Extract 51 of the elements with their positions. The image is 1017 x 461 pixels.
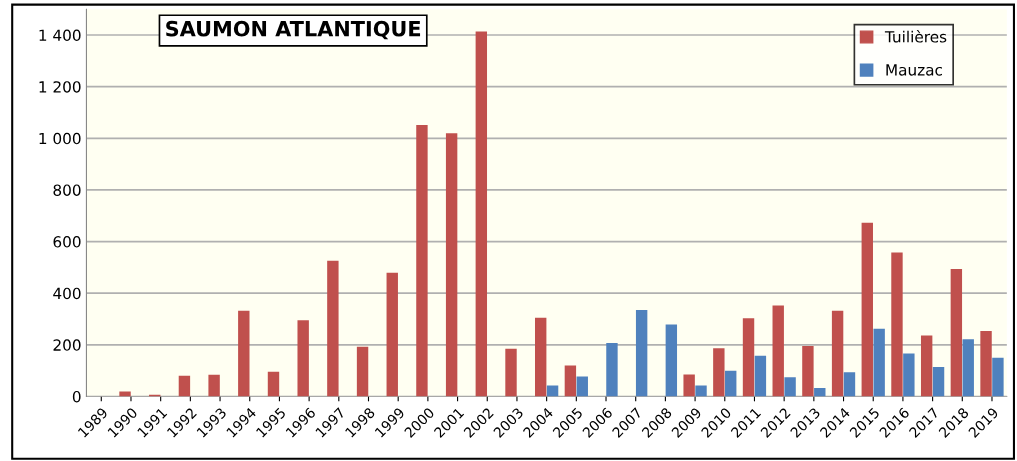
bar	[208, 374, 220, 397]
bar	[980, 330, 992, 397]
y-tick-label: 800	[53, 184, 81, 196]
text: SAUMON ATLANTIQUE	[166, 20, 421, 40]
bar	[725, 370, 737, 397]
bar	[950, 268, 963, 397]
bar	[754, 355, 767, 397]
bar	[873, 328, 885, 397]
bar	[297, 320, 309, 397]
bar	[920, 335, 933, 397]
bar	[475, 31, 488, 397]
bar	[665, 324, 678, 397]
y-tick-label: 1 400	[39, 29, 81, 42]
bar	[683, 374, 695, 397]
bar	[445, 133, 458, 397]
bar	[695, 385, 707, 397]
bar	[635, 309, 648, 397]
bar	[535, 317, 547, 397]
bar	[742, 318, 755, 397]
bar	[416, 124, 428, 397]
y-tick-label: 600	[53, 236, 81, 248]
bar	[238, 310, 250, 397]
y-tick-label: 0	[72, 390, 81, 403]
bar	[891, 252, 903, 397]
bar	[843, 372, 856, 397]
legend-label: Mauzac	[886, 64, 942, 76]
bar	[356, 346, 369, 397]
bar	[932, 367, 945, 397]
bar	[814, 387, 826, 397]
legend-label: Tuilières	[884, 30, 947, 43]
bar	[802, 346, 814, 397]
y-tick-label: 200	[53, 339, 81, 351]
bar	[564, 365, 577, 397]
y-tick-label: 1 200	[39, 81, 81, 93]
bar	[831, 310, 844, 397]
bar	[576, 376, 588, 397]
bar	[267, 371, 280, 397]
bar	[784, 377, 796, 397]
bar	[772, 305, 784, 397]
bar	[505, 348, 517, 397]
bar	[713, 348, 725, 397]
bar	[861, 222, 873, 397]
bar	[992, 357, 1004, 397]
bar	[178, 375, 191, 397]
bar	[606, 343, 618, 397]
bar	[327, 260, 339, 397]
y-tick-label: 1 000	[39, 132, 81, 145]
bar	[903, 353, 915, 397]
bar	[386, 272, 398, 397]
bar	[962, 339, 974, 397]
y-tick-label: 400	[53, 287, 81, 300]
